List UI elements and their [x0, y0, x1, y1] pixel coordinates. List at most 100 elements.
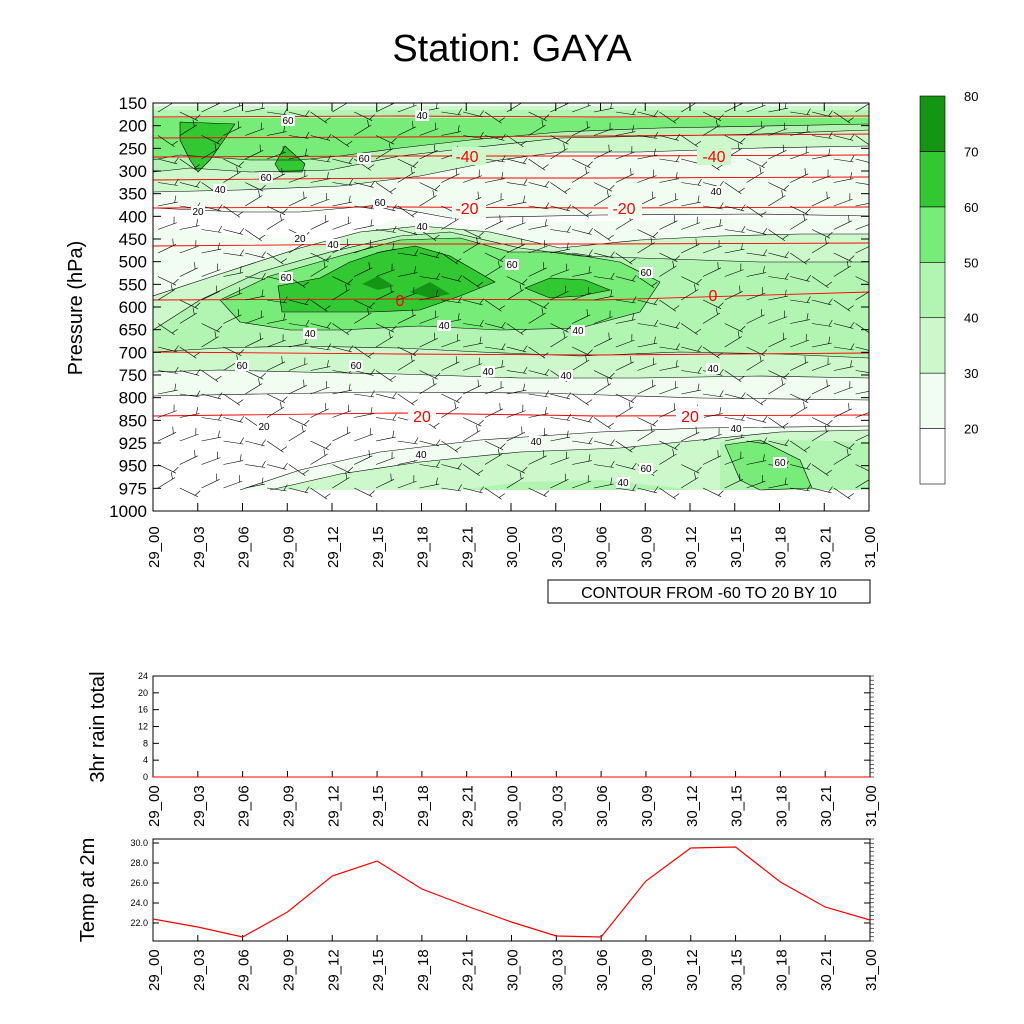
wind-barb	[463, 363, 483, 371]
wind-barb-feather	[806, 296, 811, 303]
rh-contour-label: 40	[710, 187, 722, 198]
wind-barb-feather	[455, 356, 458, 364]
wind-barb-feather	[828, 319, 833, 327]
wind-barb-feather	[674, 255, 681, 261]
wind-barb	[157, 477, 176, 489]
wind-barb-feather	[391, 325, 397, 332]
wind-barb-feather	[348, 195, 351, 203]
wind-barb-feather	[632, 125, 634, 133]
wind-barb	[724, 436, 745, 442]
pressure-tick-label: 700	[119, 343, 147, 362]
wind-barb	[179, 370, 200, 376]
wind-barb	[463, 111, 483, 118]
wind-barb-feather	[479, 298, 484, 305]
wind-barb	[637, 111, 658, 118]
wind-barb-feather	[455, 258, 462, 263]
wind-barb-feather	[695, 328, 702, 334]
rh-label-bg	[349, 360, 363, 371]
rh-colorbar: 20 30 40 50 60 70 80	[919, 89, 978, 485]
wind-barb-feather	[718, 114, 724, 120]
wind-barb	[746, 460, 767, 465]
wind-barb-feather	[784, 477, 787, 485]
wind-barb	[397, 272, 418, 277]
wind-barb-feather	[501, 133, 506, 140]
wind-barb-feather	[476, 237, 478, 245]
wind-barb	[245, 276, 266, 280]
wind-barb	[157, 244, 177, 254]
wind-barb-feather	[543, 450, 545, 458]
wind-barb	[637, 229, 656, 239]
wind-barb	[811, 417, 831, 427]
rh-label-bg	[415, 110, 429, 121]
wind-barb	[419, 383, 437, 395]
wind-barb	[484, 440, 504, 450]
wind-barb	[724, 336, 743, 348]
wind-barb	[288, 154, 309, 160]
wind-barb	[201, 148, 219, 160]
wind-barb	[157, 370, 178, 374]
wind-barb	[593, 464, 614, 468]
wind-barb	[245, 182, 264, 192]
wind-barb-feather	[434, 332, 436, 340]
wind-barb	[659, 198, 679, 207]
wind-barb	[179, 346, 197, 359]
wind-barb-feather	[697, 195, 700, 203]
wind-barb-feather	[457, 484, 462, 491]
wind-barb-feather	[653, 336, 656, 344]
x-tick-label: 29_03	[191, 785, 208, 827]
wind-barb	[310, 346, 331, 351]
wind-barb-feather	[392, 392, 397, 399]
y-tick-label: 0	[143, 772, 148, 782]
wind-barb-feather	[414, 266, 416, 274]
wind-barb-feather	[632, 462, 637, 469]
wind-barb	[506, 389, 527, 395]
wind-barb-feather	[281, 168, 283, 176]
wind-barb	[833, 135, 854, 141]
wind-barb	[245, 252, 265, 259]
wind-barb	[572, 359, 590, 371]
wind-barb	[157, 276, 177, 286]
wind-barb	[746, 229, 767, 235]
wind-barb	[266, 393, 286, 403]
wind-barb	[179, 245, 199, 254]
wind-barb-feather	[348, 157, 354, 164]
rh-contour-label: 40	[327, 240, 339, 251]
x-tick-label: 30_15	[729, 949, 746, 991]
wind-barb	[201, 417, 222, 421]
wind-barb	[288, 342, 309, 348]
wind-barb	[157, 289, 176, 301]
wind-barb-feather	[457, 296, 462, 303]
rh-fill-70-80	[180, 122, 235, 172]
wind-barb-feather	[828, 131, 833, 139]
wind-barb-feather	[259, 144, 261, 152]
temperature-contour-line	[153, 154, 869, 158]
wind-barb-feather	[718, 490, 724, 496]
wind-barb-feather	[610, 272, 615, 280]
wind-barb	[702, 205, 723, 210]
wind-barb-feather	[850, 343, 855, 350]
wind-barb-feather	[194, 490, 201, 496]
wind-barb	[593, 440, 614, 447]
wind-barb-feather	[675, 155, 680, 162]
wind-barb	[528, 312, 546, 324]
wind-barb-feather	[737, 143, 740, 151]
wind-barb	[593, 107, 614, 113]
wind-barb-feather	[872, 367, 875, 373]
wind-barb	[179, 312, 198, 324]
wind-barb	[332, 201, 353, 207]
rh-label-bg	[213, 184, 227, 195]
wind-barb	[746, 104, 766, 113]
wind-barb-feather	[325, 255, 332, 261]
wind-barb	[724, 393, 745, 400]
wind-barb	[157, 432, 177, 442]
time-tick-label: 29_21	[459, 526, 476, 568]
wind-barb-feather	[477, 191, 479, 199]
wind-barb-feather	[390, 285, 392, 293]
wind-barb	[550, 457, 570, 465]
wind-barb-feather	[501, 321, 506, 328]
wind-barb-feather	[196, 368, 201, 375]
wind-barb	[506, 432, 525, 442]
wind-barb-feather	[323, 448, 326, 456]
pressure-tick-label: 600	[119, 298, 147, 317]
wind-barb-feather	[741, 225, 746, 233]
